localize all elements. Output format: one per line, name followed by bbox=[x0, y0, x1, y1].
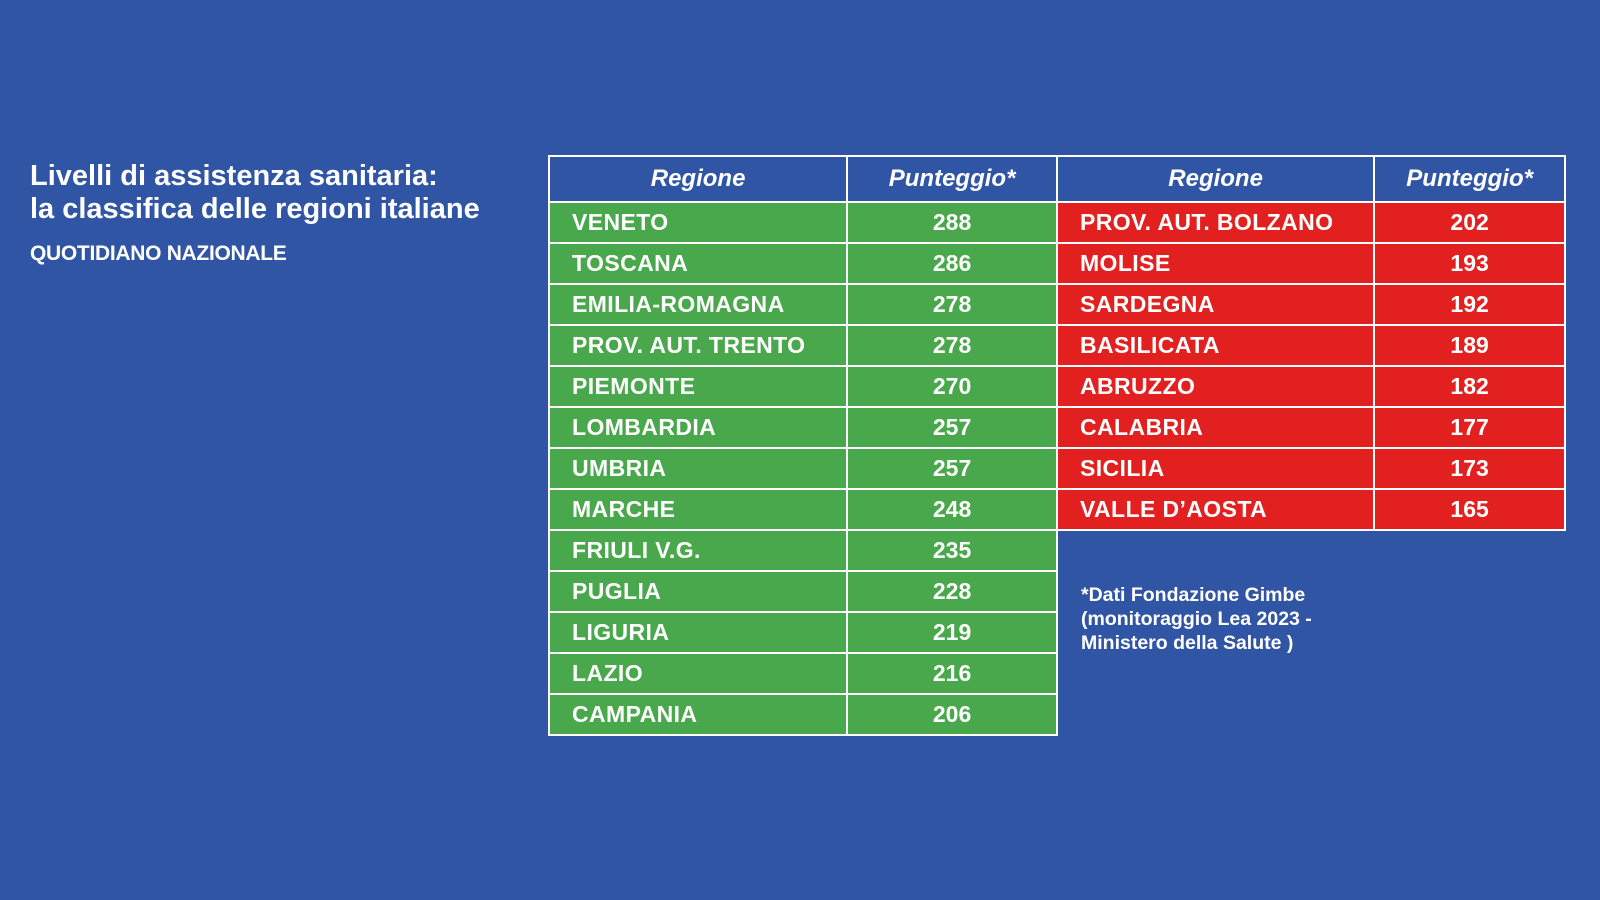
score-cell: 235 bbox=[846, 529, 1058, 572]
score-cell: 177 bbox=[1373, 406, 1566, 449]
header-score: Punteggio* bbox=[1373, 155, 1566, 203]
region-name-cell: EMILIA-ROMAGNA bbox=[547, 283, 849, 326]
region-name-cell: BASILICATA bbox=[1055, 324, 1376, 367]
score-cell: 193 bbox=[1373, 242, 1566, 285]
region-name-cell: FRIULI V.G. bbox=[547, 529, 849, 572]
table-row: ABRUZZO 182 bbox=[1055, 365, 1566, 408]
table-row: CALABRIA 177 bbox=[1055, 406, 1566, 449]
score-cell: 270 bbox=[846, 365, 1058, 408]
table-row: PROV. AUT. TRENTO 278 bbox=[547, 324, 1058, 367]
region-name-cell: VALLE D’AOSTA bbox=[1055, 488, 1376, 531]
title-block: Livelli di assistenza sanitaria: la clas… bbox=[30, 160, 530, 266]
footnote-line-1: *Dati Fondazione Gimbe bbox=[1081, 584, 1306, 606]
ranking-rows-bottom: PROV. AUT. BOLZANO 202 MOLISE 193 SARDEGNA 19… bbox=[1055, 201, 1566, 531]
score-cell: 288 bbox=[846, 201, 1058, 244]
score-cell: 257 bbox=[846, 447, 1058, 490]
table-row: SICILIA 173 bbox=[1055, 447, 1566, 490]
region-name-cell: PIEMONTE bbox=[547, 365, 849, 408]
header-region: Regione bbox=[547, 155, 849, 203]
score-cell: 202 bbox=[1373, 201, 1566, 244]
region-name-cell: UMBRIA bbox=[547, 447, 849, 490]
region-name-cell: LOMBARDIA bbox=[547, 406, 849, 449]
score-cell: 182 bbox=[1373, 365, 1566, 408]
score-cell: 286 bbox=[846, 242, 1058, 285]
chart-title-line-2: la classifica delle regioni italiane bbox=[30, 193, 480, 225]
region-name-cell: PROV. AUT. BOLZANO bbox=[1055, 201, 1376, 244]
table-header-row: Regione Punteggio* bbox=[1055, 155, 1566, 203]
ranking-table-top: Regione Punteggio* VENETO 288 TOSCANA 286 EM… bbox=[547, 155, 1058, 736]
score-cell: 216 bbox=[846, 652, 1058, 695]
score-cell: 248 bbox=[846, 488, 1058, 531]
table-row: SARDEGNA 192 bbox=[1055, 283, 1566, 326]
footnote: *Dati Fondazione Gimbe (monitoraggio Lea… bbox=[1081, 583, 1312, 655]
header-region: Regione bbox=[1055, 155, 1376, 203]
region-name-cell: MARCHE bbox=[547, 488, 849, 531]
region-name-cell: CAMPANIA bbox=[547, 693, 849, 736]
table-row: VENETO 288 bbox=[547, 201, 1058, 244]
score-cell: 206 bbox=[846, 693, 1058, 736]
table-row: PUGLIA 228 bbox=[547, 570, 1058, 613]
region-name-cell: VENETO bbox=[547, 201, 849, 244]
table-row: MOLISE 193 bbox=[1055, 242, 1566, 285]
region-name-cell: CALABRIA bbox=[1055, 406, 1376, 449]
region-name-cell: SARDEGNA bbox=[1055, 283, 1376, 326]
region-name-cell: PUGLIA bbox=[547, 570, 849, 613]
table-row: LIGURIA 219 bbox=[547, 611, 1058, 654]
source-label: QUOTIDIANO NAZIONALE bbox=[30, 242, 287, 265]
score-cell: 257 bbox=[846, 406, 1058, 449]
table-row: FRIULI V.G. 235 bbox=[547, 529, 1058, 572]
region-name-cell: TOSCANA bbox=[547, 242, 849, 285]
table-row: TOSCANA 286 bbox=[547, 242, 1058, 285]
region-name-cell: MOLISE bbox=[1055, 242, 1376, 285]
footnote-line-2: (monitoraggio Lea 2023 - bbox=[1081, 608, 1312, 630]
table-row: CAMPANIA 206 bbox=[547, 693, 1058, 736]
table-row: EMILIA-ROMAGNA 278 bbox=[547, 283, 1058, 326]
score-cell: 173 bbox=[1373, 447, 1566, 490]
region-name-cell: SICILIA bbox=[1055, 447, 1376, 490]
score-cell: 219 bbox=[846, 611, 1058, 654]
header-score: Punteggio* bbox=[846, 155, 1058, 203]
score-cell: 228 bbox=[846, 570, 1058, 613]
table-row: VALLE D’AOSTA 165 bbox=[1055, 488, 1566, 531]
table-row: PIEMONTE 270 bbox=[547, 365, 1058, 408]
table-row: PROV. AUT. BOLZANO 202 bbox=[1055, 201, 1566, 244]
region-name-cell: ABRUZZO bbox=[1055, 365, 1376, 408]
table-row: LAZIO 216 bbox=[547, 652, 1058, 695]
table-row: LOMBARDIA 257 bbox=[547, 406, 1058, 449]
table-row: BASILICATA 189 bbox=[1055, 324, 1566, 367]
region-name-cell: LIGURIA bbox=[547, 611, 849, 654]
footnote-line-3: Ministero della Salute ) bbox=[1081, 632, 1294, 654]
ranking-table-bottom: Regione Punteggio* PROV. AUT. BOLZANO 202… bbox=[1055, 155, 1566, 531]
region-name-cell: LAZIO bbox=[547, 652, 849, 695]
score-cell: 189 bbox=[1373, 324, 1566, 367]
score-cell: 278 bbox=[846, 283, 1058, 326]
table-header-row: Regione Punteggio* bbox=[547, 155, 1058, 203]
table-row: UMBRIA 257 bbox=[547, 447, 1058, 490]
score-cell: 192 bbox=[1373, 283, 1566, 326]
chart-title-line-1: Livelli di assistenza sanitaria: bbox=[30, 160, 438, 192]
score-cell: 165 bbox=[1373, 488, 1566, 531]
ranking-rows-top: VENETO 288 TOSCANA 286 EMILIA-ROMAGNA 278 PROV… bbox=[547, 201, 1058, 736]
region-name-cell: PROV. AUT. TRENTO bbox=[547, 324, 849, 367]
score-cell: 278 bbox=[846, 324, 1058, 367]
table-row: MARCHE 248 bbox=[547, 488, 1058, 531]
